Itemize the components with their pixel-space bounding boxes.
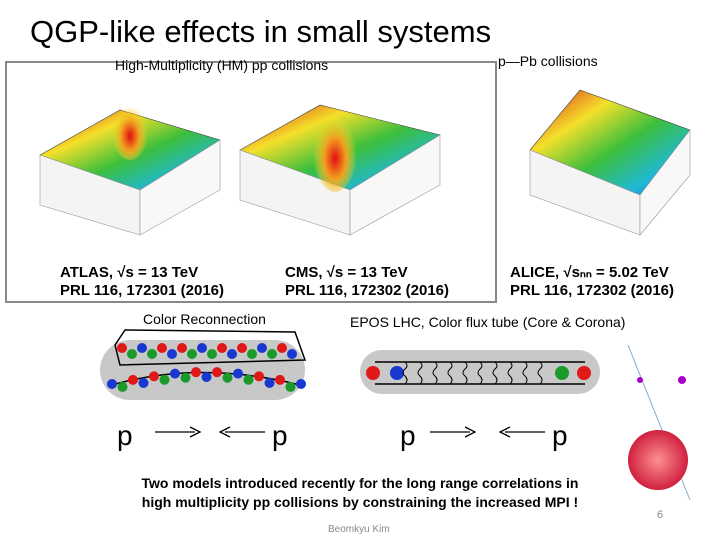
summary-line: high multiplicity pp collisions by const… <box>142 494 578 510</box>
cms-plot <box>239 104 441 236</box>
parton <box>275 374 285 385</box>
model-label: EPOS LHC, Color flux tube (Core & Corona… <box>350 314 625 330</box>
projectile: p <box>552 420 568 451</box>
alice-caption: ALICE, √sₙₙ = 5.02 TeV <box>510 264 669 281</box>
parton <box>187 349 197 359</box>
parton <box>296 379 306 389</box>
parton <box>227 349 237 359</box>
figure-frame <box>5 61 497 303</box>
string <box>447 361 453 385</box>
parton <box>267 349 277 359</box>
string <box>477 361 483 385</box>
alice-plot <box>529 89 691 236</box>
parton <box>128 374 138 385</box>
ppb-heading: p—Pb collisions <box>498 53 598 69</box>
parton <box>254 371 264 382</box>
parton <box>285 381 296 392</box>
parton <box>243 374 254 385</box>
parton <box>107 379 117 389</box>
string <box>492 361 498 385</box>
projectile: p <box>117 420 133 451</box>
arrows <box>155 426 545 438</box>
parton <box>167 349 177 359</box>
pp-heading: High-Multiplicity (HM) pp collisions <box>115 57 328 73</box>
parton <box>237 343 247 353</box>
projectile: p <box>400 420 416 451</box>
color-reconnection-diagram <box>100 329 307 400</box>
parton <box>147 349 157 359</box>
string <box>507 361 513 385</box>
atlas-reference: PRL 116, 172301 (2016) <box>60 282 224 299</box>
parton <box>197 343 207 353</box>
alice-reference: PRL 116, 172302 (2016) <box>510 282 674 299</box>
string <box>402 361 408 385</box>
parton <box>264 378 275 388</box>
model-label: Color Reconnection <box>143 311 266 327</box>
parton <box>117 343 127 353</box>
parton <box>257 343 267 353</box>
parton <box>149 371 159 382</box>
parton <box>212 367 222 378</box>
parton <box>137 343 147 353</box>
parton <box>247 349 257 359</box>
slide-title: QGP-like effects in small systems <box>30 14 491 49</box>
parton <box>287 349 297 359</box>
parton <box>159 374 170 385</box>
page-number: 6 <box>657 509 663 521</box>
parton <box>180 372 191 383</box>
parton <box>233 368 243 379</box>
core-corona-sketch <box>627 344 691 501</box>
atlas-plot <box>39 100 221 236</box>
parton <box>191 367 201 378</box>
author: Beomkyu Kim <box>328 524 390 535</box>
parton <box>177 343 187 353</box>
parton <box>127 349 137 359</box>
parton <box>277 343 287 353</box>
string <box>522 361 528 385</box>
string <box>417 361 423 385</box>
string <box>537 361 543 385</box>
parton <box>201 372 212 382</box>
parton <box>217 343 227 353</box>
flux-tube-diagram <box>360 350 600 394</box>
parton <box>117 381 128 392</box>
parton <box>138 378 149 388</box>
string <box>432 361 438 385</box>
parton <box>222 372 233 383</box>
parton <box>555 366 569 380</box>
parton <box>207 349 217 359</box>
parton <box>170 368 180 379</box>
summary-line: Two models introduced recently for the l… <box>142 475 579 491</box>
string <box>462 361 468 385</box>
cms-caption: CMS, √s = 13 TeV <box>285 264 408 281</box>
parton <box>577 366 591 380</box>
parton <box>157 343 167 353</box>
parton <box>366 366 380 380</box>
parton <box>390 366 404 380</box>
cms-reference: PRL 116, 172302 (2016) <box>285 282 449 299</box>
projectile: p <box>272 420 288 451</box>
atlas-caption: ATLAS, √s = 13 TeV <box>60 264 198 281</box>
